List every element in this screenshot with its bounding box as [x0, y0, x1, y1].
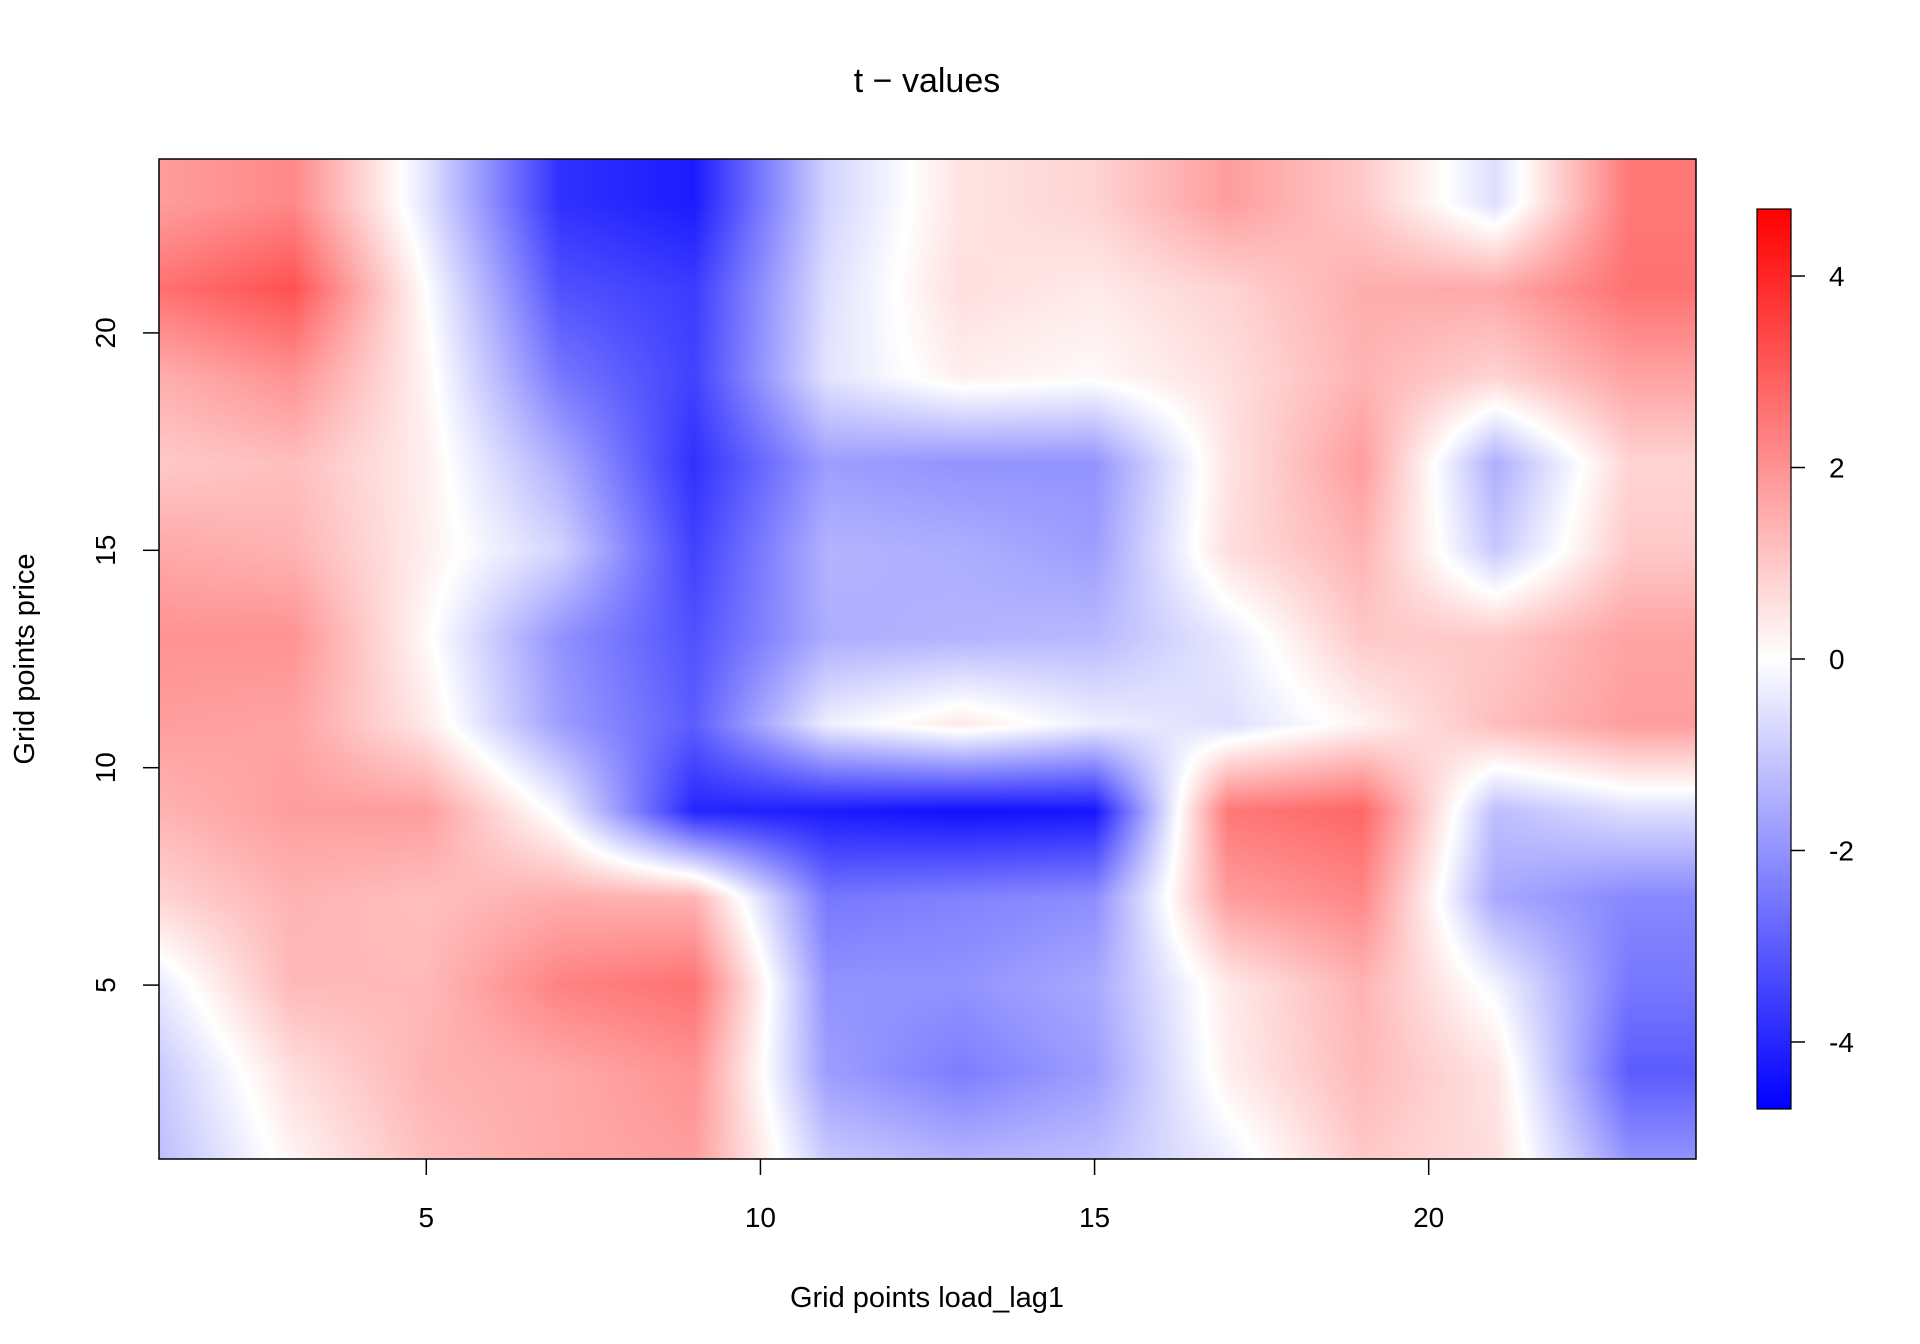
y-axis-ticks: 5 10 15 20 — [90, 317, 159, 993]
x-axis-ticks: 5 10 15 20 — [419, 1159, 1444, 1233]
plot-frame — [158, 158, 1697, 1160]
color-scale-frame — [1756, 208, 1792, 1110]
x-tick-label: 15 — [1079, 1202, 1110, 1233]
color-scale-ticks: -4 -2 0 2 4 — [1791, 261, 1854, 1058]
x-axis-label: Grid points load_lag1 — [790, 1282, 1064, 1314]
y-tick-label: 10 — [90, 752, 121, 783]
color-scale-bar — [1757, 209, 1791, 1109]
chart-title: t − values — [854, 62, 1000, 100]
x-tick-label: 10 — [745, 1202, 776, 1233]
y-tick-label: 20 — [90, 317, 121, 348]
x-tick-label: 5 — [419, 1202, 435, 1233]
y-tick-label: 5 — [90, 977, 121, 993]
color-scale-tick-label: -2 — [1829, 835, 1854, 866]
x-tick-label: 20 — [1413, 1202, 1444, 1233]
y-axis-label: Grid points price — [9, 553, 41, 764]
color-scale-tick-label: 4 — [1829, 261, 1845, 292]
color-scale-tick-label: 2 — [1829, 453, 1845, 484]
y-tick-label: 15 — [90, 535, 121, 566]
heatmap-surface — [159, 159, 1696, 1159]
color-scale-tick-label: -4 — [1829, 1027, 1854, 1058]
color-scale-tick-label: 0 — [1829, 644, 1845, 675]
